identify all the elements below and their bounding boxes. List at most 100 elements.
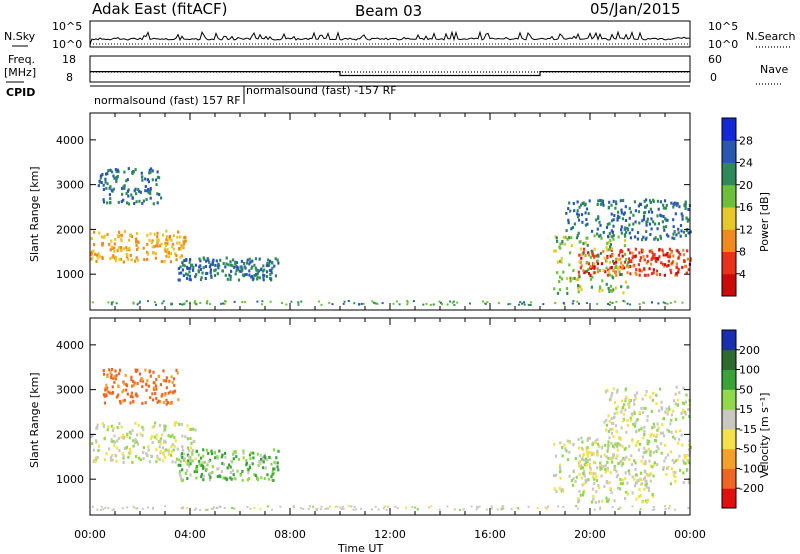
- velocity-ground-cell: [475, 508, 478, 511]
- power-echo-cell: [673, 237, 676, 241]
- power-echo-cell: [630, 260, 633, 263]
- power-echo-cell: [631, 251, 634, 255]
- power-echo-cell: [582, 201, 585, 205]
- power-echo-cell: [177, 278, 180, 282]
- velocity-echo-cell: [111, 429, 115, 432]
- power-echo-cell: [620, 208, 623, 212]
- velocity-echo-cell: [583, 474, 586, 478]
- velocity-echo-cell: [126, 392, 129, 396]
- power-echo-cell: [561, 241, 564, 245]
- power-echo-cell: [644, 237, 647, 241]
- power-echo-cell: [120, 237, 123, 241]
- power-echo-cell: [128, 238, 131, 242]
- power-echo-cell: [197, 270, 200, 274]
- power-echo-cell: [239, 265, 242, 269]
- velocity-ground-cell: [377, 508, 380, 511]
- power-echo-cell: [166, 235, 169, 239]
- power-echo-cell: [607, 205, 611, 209]
- velocity-echo-cell: [272, 471, 275, 475]
- power-echo-cell: [106, 172, 109, 176]
- power-ground-cell: [481, 300, 484, 303]
- power-echo-cell: [169, 260, 172, 264]
- power-echo-cell: [199, 278, 203, 282]
- velocity-echo-cell: [680, 433, 683, 437]
- power-echo-cell: [123, 170, 126, 174]
- power-echo-cell: [123, 229, 126, 233]
- velocity-echo-cell: [172, 391, 175, 395]
- power-echo-cell: [641, 219, 644, 223]
- power-echo-cell: [112, 174, 115, 178]
- velocity-echo-cell: [594, 500, 597, 504]
- velocity-echo-cell: [260, 476, 263, 480]
- power-echo-cell: [167, 255, 171, 259]
- power-echo-cell: [140, 171, 143, 175]
- power-echo-cell: [577, 231, 580, 235]
- power-echo-cell: [635, 268, 638, 272]
- power-echo-cell: [175, 254, 178, 257]
- velocity-echo-cell: [561, 488, 564, 491]
- power-echo-cell: [689, 230, 692, 234]
- velocity-echo-cell: [615, 407, 618, 411]
- power-ground-cell: [392, 302, 395, 305]
- velocity-echo-cell: [599, 461, 602, 465]
- velocity-echo-cell: [606, 499, 609, 503]
- power-echo-cell: [565, 287, 569, 291]
- power-echo-cell: [628, 223, 631, 227]
- velocity-ground-cell: [478, 505, 481, 508]
- power-echo-cell: [205, 259, 208, 263]
- velocity-echo-cell: [631, 475, 634, 479]
- power-echo-cell: [122, 247, 125, 251]
- power-echo-cell: [620, 231, 623, 235]
- velocity-echo-cell: [169, 435, 172, 439]
- power-echo-cell: [681, 217, 684, 221]
- power-echo-cell: [625, 230, 628, 234]
- velocity-echo-cell: [673, 461, 676, 465]
- velocity-echo-cell: [216, 456, 219, 460]
- velocity-echo-cell: [670, 430, 673, 434]
- velocity-echo-cell: [676, 458, 679, 462]
- power-echo-cell: [97, 252, 100, 256]
- power-echo-cell: [120, 239, 123, 243]
- power-echo-cell: [150, 241, 153, 245]
- velocity-echo-cell: [643, 469, 646, 473]
- power-echo-cell: [645, 223, 648, 227]
- velocity-echo-cell: [150, 434, 153, 438]
- power-echo-cell: [563, 242, 566, 246]
- velocity-echo-cell: [144, 401, 147, 405]
- power-ground-cell: [523, 303, 526, 306]
- power-echo-cell: [269, 276, 272, 280]
- power-echo-cell: [199, 267, 203, 271]
- velocity-echo-cell: [644, 393, 647, 397]
- velocity-echo-cell: [646, 418, 649, 422]
- velocity-echo-cell: [644, 450, 647, 454]
- velocity-echo-cell: [687, 461, 691, 465]
- velocity-echo-cell: [624, 477, 627, 480]
- power-echo-cell: [615, 257, 618, 261]
- power-echo-cell: [598, 289, 601, 293]
- velocity-echo-cell: [640, 406, 643, 410]
- velocity-echo-cell: [162, 401, 165, 404]
- power-echo-cell: [619, 265, 622, 269]
- velocity-echo-cell: [111, 385, 114, 389]
- power-ground-cell: [650, 301, 653, 304]
- power-echo-cell: [183, 264, 186, 268]
- power-ground-cell: [509, 302, 512, 305]
- velocity-ground-cell: [215, 506, 218, 509]
- power-echo-cell: [629, 210, 632, 214]
- power-echo-cell: [214, 263, 217, 267]
- power-echo-cell: [679, 234, 682, 238]
- velocity-echo-cell: [664, 443, 667, 447]
- velocity-ground-cell: [490, 507, 493, 510]
- power-ground-cell: [297, 302, 300, 305]
- velocity-echo-cell: [649, 453, 652, 457]
- power-ground-cell: [615, 300, 618, 303]
- velocity-echo-cell: [220, 470, 223, 474]
- velocity-echo-cell: [580, 476, 583, 480]
- velocity-echo-cell: [602, 464, 605, 468]
- power-ground-cell: [220, 302, 223, 305]
- power-echo-cell: [684, 264, 687, 268]
- velocity-ground-cell: [517, 507, 520, 510]
- velocity-echo-cell: [180, 460, 183, 464]
- power-echo-cell: [181, 268, 184, 272]
